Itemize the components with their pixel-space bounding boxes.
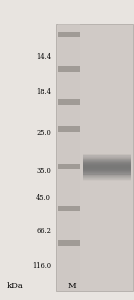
Bar [83,164,131,165]
Text: kDa: kDa [7,283,23,290]
Bar [83,170,131,172]
Bar [83,166,131,168]
Bar [58,24,80,291]
Bar [58,164,80,169]
Text: 116.0: 116.0 [32,262,51,269]
Bar [83,173,131,175]
Bar [83,165,131,167]
Bar [83,169,131,170]
Bar [83,177,131,178]
Text: 18.4: 18.4 [36,88,51,95]
Bar [83,161,131,162]
Bar [83,175,131,176]
Bar [83,176,131,177]
Bar [83,168,131,170]
Bar [83,165,131,166]
Bar [83,167,131,168]
Bar [83,155,131,157]
Bar [83,156,131,158]
Bar [83,163,131,165]
Bar [83,164,131,165]
Bar [83,159,131,160]
Text: 66.2: 66.2 [36,227,51,235]
Bar [83,167,131,169]
Bar [83,174,131,176]
Bar [83,168,131,169]
Bar [83,158,131,159]
Bar [83,165,131,166]
Bar [83,158,131,160]
Bar [83,172,131,174]
Bar [58,206,80,211]
Bar [83,154,131,155]
Bar [83,166,131,167]
Bar [58,99,80,105]
Bar [58,240,80,246]
Bar [83,171,131,172]
Bar [83,157,131,158]
Bar [83,179,131,180]
Bar [83,162,131,163]
Bar [83,155,131,156]
Bar [83,162,131,164]
Bar [83,178,131,179]
Bar [83,173,131,174]
Bar [83,176,131,177]
Bar [83,176,131,178]
Bar [83,154,131,156]
Bar [83,161,131,163]
Text: 35.0: 35.0 [36,167,51,175]
Bar [83,179,131,181]
Bar [83,159,131,161]
Bar [58,32,80,37]
Bar [56,24,133,291]
Bar [83,160,131,162]
Bar [83,163,131,164]
Bar [83,177,131,178]
Bar [83,172,131,173]
Bar [83,170,131,171]
Text: 25.0: 25.0 [36,130,51,137]
Bar [83,154,131,155]
Bar [83,171,131,172]
Text: 45.0: 45.0 [36,194,51,202]
Text: M: M [68,283,77,290]
Bar [58,126,80,132]
Bar [83,178,131,179]
Bar [83,158,131,159]
Bar [83,156,131,157]
Bar [83,174,131,175]
Bar [83,160,131,161]
Bar [83,161,131,162]
Bar [83,178,131,180]
Bar [83,157,131,158]
Bar [83,175,131,176]
Bar [83,169,131,171]
Bar [58,66,80,72]
Bar [83,168,131,169]
Bar [83,172,131,173]
Text: 14.4: 14.4 [36,53,51,61]
